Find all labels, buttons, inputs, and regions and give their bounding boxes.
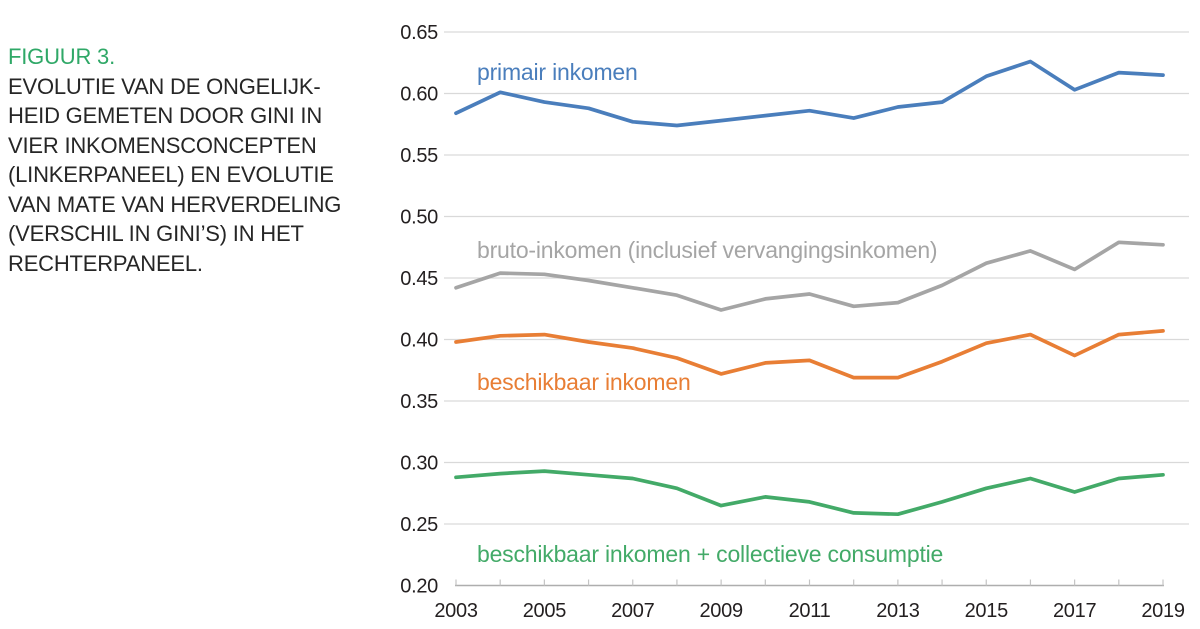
figure-title: EVOLUTIE VAN DE ONGELIJK- HEID GEMETEN DO…	[8, 72, 400, 279]
x-axis-label: 2019	[1141, 600, 1184, 622]
x-axis-label: 2015	[965, 600, 1008, 622]
series-label-3: beschikbaar inkomen + collectieve consum…	[477, 541, 943, 567]
y-axis-label: 0.60	[400, 84, 438, 106]
figure-title-line: VAN MATE VAN HERVERDELING	[8, 191, 342, 217]
figure-title-line: RECHTERPANEEL.	[8, 250, 203, 276]
figure-caption: FIGUUR 3. EVOLUTIE VAN DE ONGELIJK- HEID …	[8, 42, 400, 278]
figure-title-line: (LINKERPANEEL) EN EVOLUTIE	[8, 162, 334, 187]
series-line-0	[454, 59, 1165, 128]
y-axis-label: 0.40	[400, 330, 438, 352]
figure-title-line: EVOLUTIE VAN DE ONGELIJK-	[8, 73, 321, 99]
y-axis-label: 0.50	[400, 207, 438, 229]
x-axis-label: 2017	[1053, 600, 1096, 622]
figure-title-line: HEID GEMETEN DOOR GINI IN	[8, 103, 323, 128]
x-axis-label: 2005	[523, 600, 566, 622]
y-axis-label: 0.20	[400, 576, 438, 598]
y-axis-label: 0.30	[400, 453, 438, 475]
y-axis-label: 0.35	[400, 391, 438, 413]
series-line-1	[454, 240, 1165, 312]
figure-title-line: (VERSCHIL IN GINI’S) IN HET	[8, 221, 304, 246]
y-axis-label: 0.25	[400, 514, 438, 536]
figure-number: FIGUUR 3.	[8, 44, 115, 69]
x-axis-label: 2003	[434, 600, 477, 622]
series-label-0: primair inkomen	[477, 59, 638, 85]
x-axis-label: 2011	[789, 600, 831, 622]
y-axis-label: 0.45	[400, 268, 438, 290]
x-axis-label: 2009	[699, 600, 742, 622]
y-axis-label: 0.65	[400, 22, 438, 44]
x-axis-label: 2007	[611, 600, 654, 622]
y-axis-label: 0.55	[400, 145, 438, 167]
x-axis-label: 2013	[876, 600, 919, 622]
series-label-1: bruto-inkomen (inclusief vervangingsinko…	[477, 237, 937, 263]
series-label-2: beschikbaar inkomen	[477, 369, 691, 395]
series-line-2	[454, 329, 1165, 380]
figure-title-line: VIER INKOMENSCONCEPTEN	[8, 132, 317, 158]
series-line-3	[454, 469, 1165, 517]
